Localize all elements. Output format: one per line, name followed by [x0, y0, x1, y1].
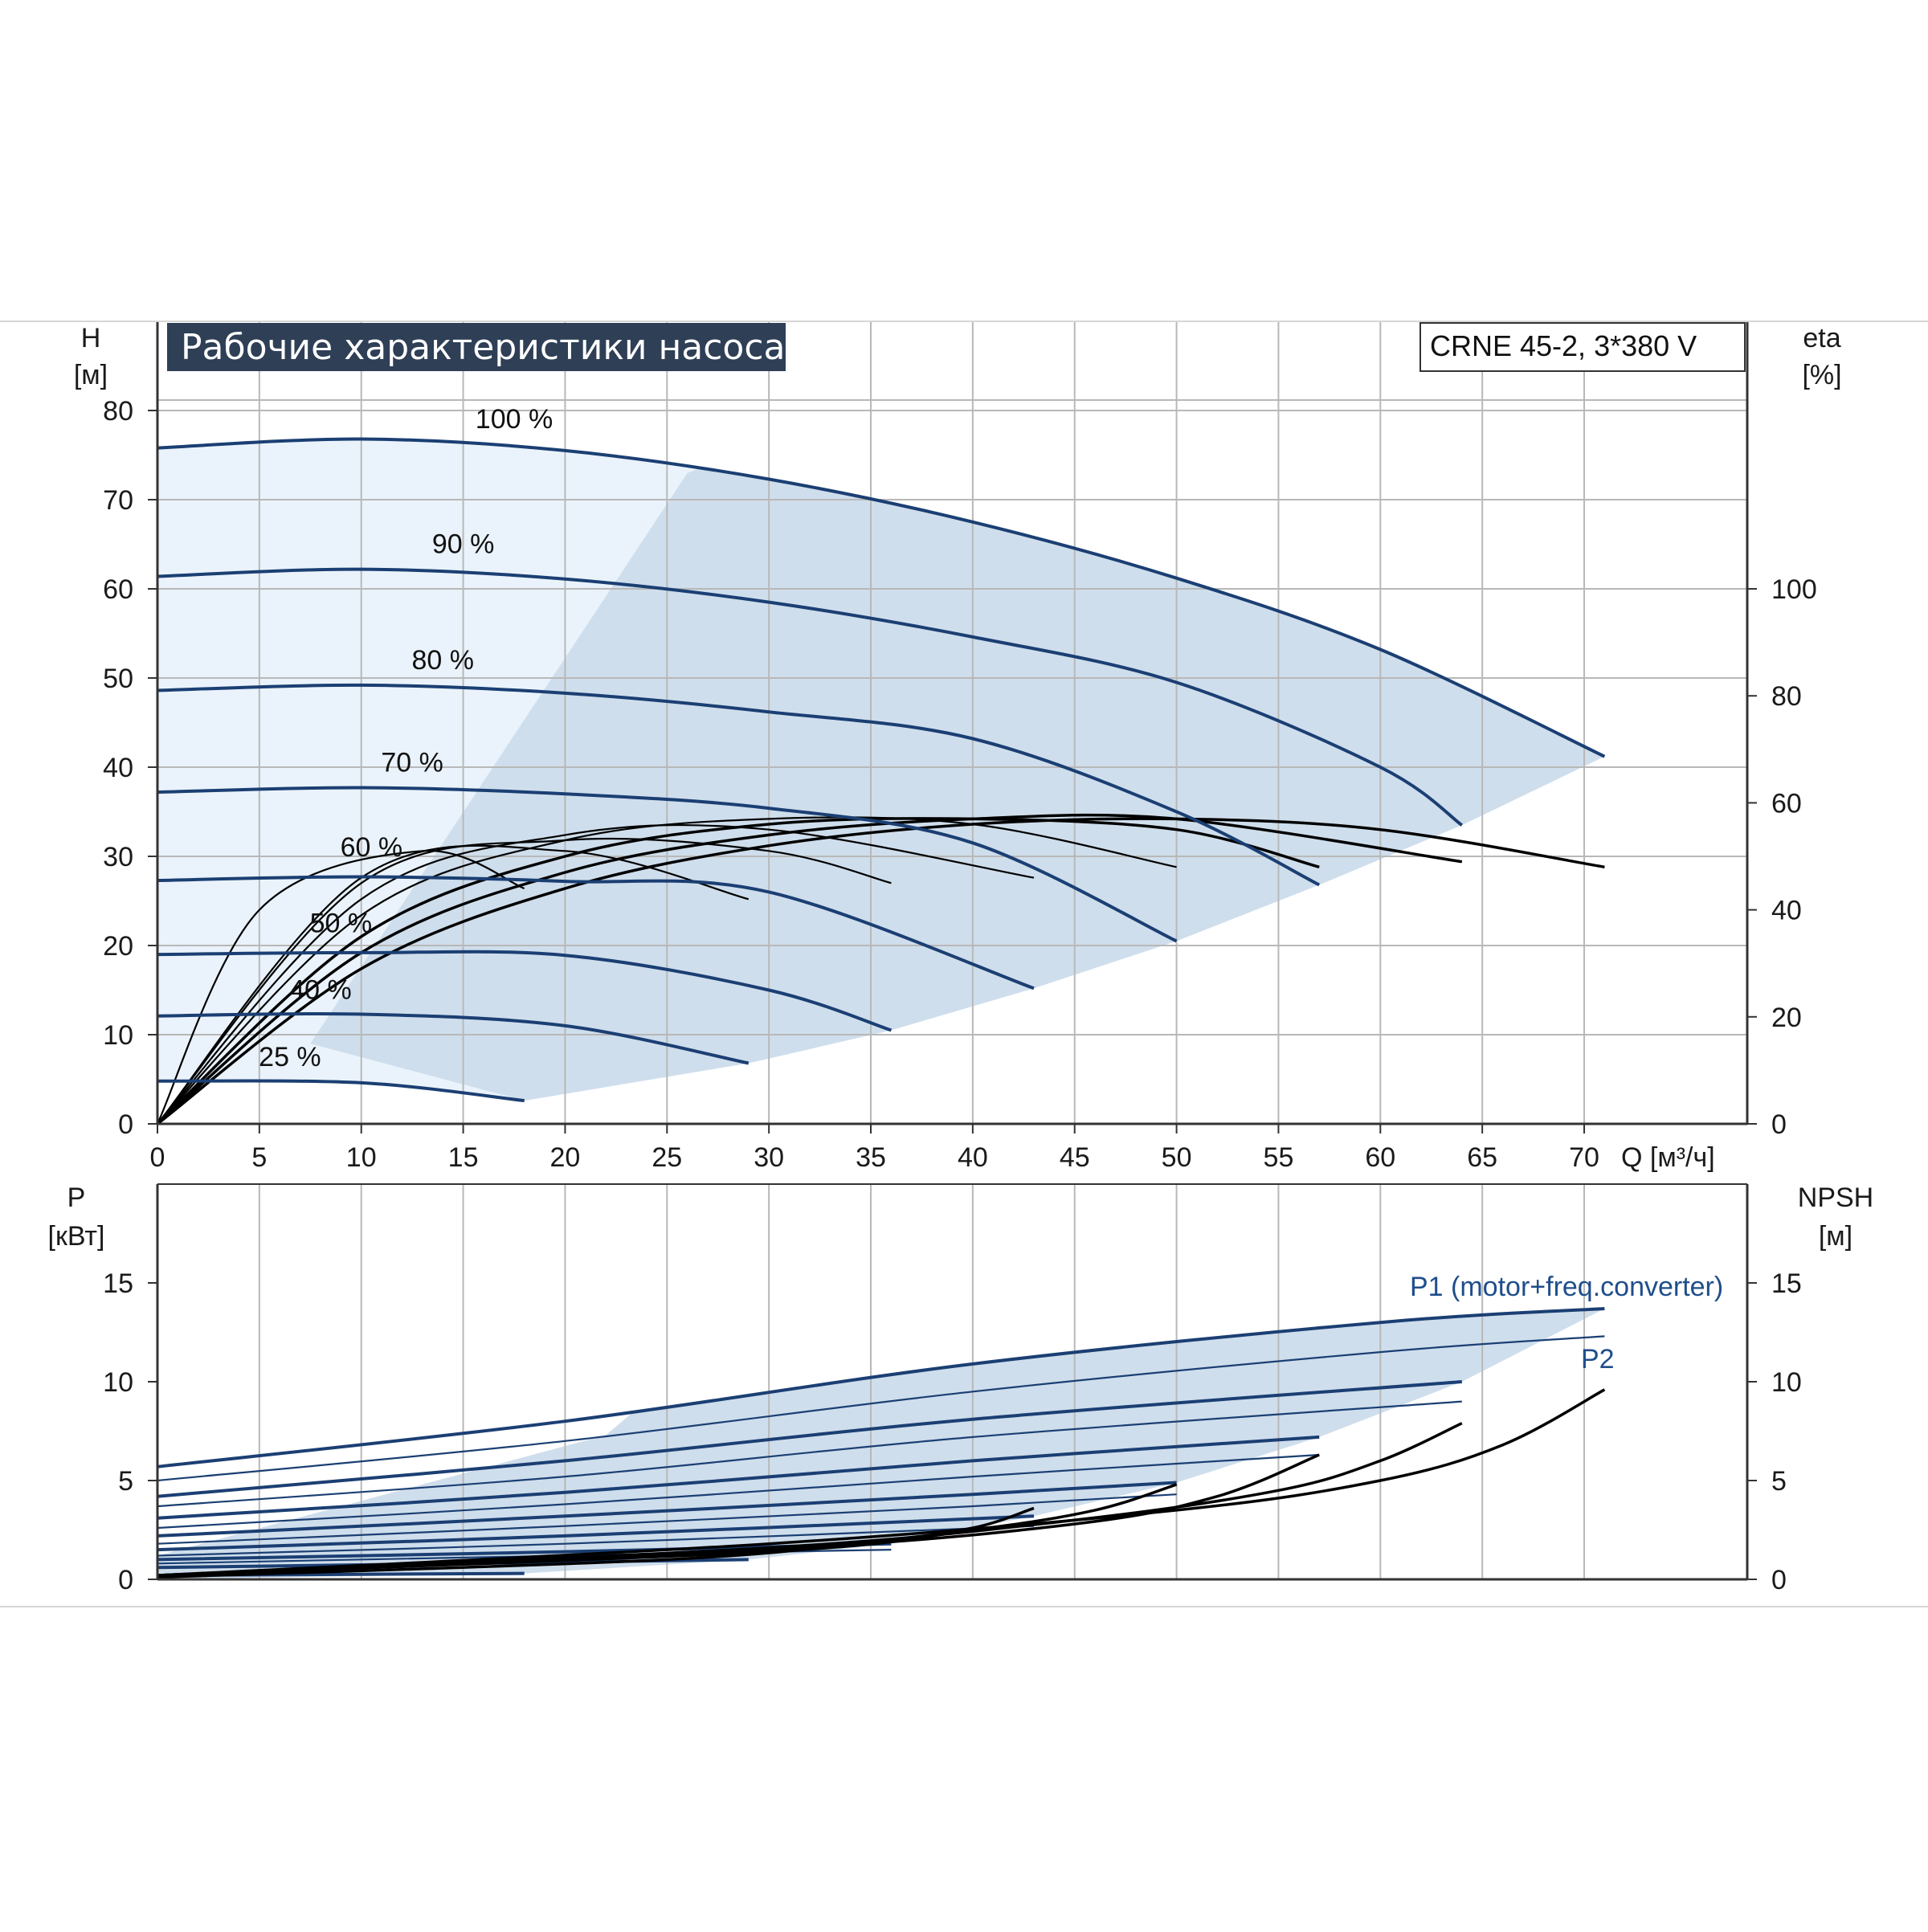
- efficiency-curve-25: [157, 849, 525, 1125]
- head-axis-title: H: [81, 323, 101, 353]
- head-tick-label: 80: [103, 396, 133, 427]
- power-axis-title: P: [67, 1182, 86, 1213]
- head-curve-50: [157, 950, 893, 1032]
- q-tick-label: 70: [1569, 1142, 1599, 1173]
- page-title: Рабочие характеристики насоса: [181, 327, 785, 368]
- npsh-curve-60: [157, 1506, 1035, 1579]
- head-axis-unit: [м]: [74, 360, 108, 390]
- head-tick-label: 20: [103, 931, 133, 962]
- npsh-tick-label: 10: [1771, 1367, 1802, 1398]
- power-range-dark: [157, 1308, 1605, 1579]
- head-curve-90: [157, 567, 1463, 827]
- head-curve-25: [157, 1079, 525, 1103]
- efficiency-curve-50: [157, 837, 892, 1125]
- npsh-curve-70: [157, 1483, 1178, 1577]
- p2-label: P2: [1581, 1344, 1615, 1374]
- head-tick-label: 0: [118, 1109, 133, 1140]
- p1-curve-60: [157, 1514, 1035, 1552]
- q-tick-label: 30: [754, 1142, 784, 1173]
- model-label: CRNE 45-2, 3*380 V: [1430, 329, 1697, 362]
- q-tick-label: 45: [1060, 1142, 1090, 1173]
- speed-label: 40 %: [289, 975, 352, 1006]
- eta-tick-label: 20: [1771, 1003, 1802, 1033]
- q-tick-label: 25: [652, 1142, 682, 1173]
- npsh-tick-label: 0: [1771, 1565, 1787, 1595]
- q-tick-label: 65: [1467, 1142, 1497, 1173]
- head-curve-70: [157, 786, 1178, 943]
- head-tick-label: 50: [103, 664, 133, 694]
- speed-label: 60 %: [341, 832, 403, 863]
- speed-label: 70 %: [381, 748, 443, 778]
- p1-curve-70: [157, 1481, 1177, 1538]
- eta-axis-title: eta: [1803, 323, 1840, 353]
- eta-tick-label: 40: [1771, 896, 1802, 926]
- head-tick-label: 40: [103, 753, 133, 783]
- head-curve-60: [157, 875, 1035, 991]
- p2-curve-90: [157, 1400, 1462, 1508]
- q-tick-label: 20: [550, 1142, 581, 1173]
- npsh-tick-label: 5: [1771, 1466, 1787, 1497]
- head-tick-label: 60: [103, 574, 133, 605]
- p1-label: P1 (motor+freq.converter): [1410, 1272, 1723, 1302]
- eta-tick-label: 80: [1771, 681, 1802, 712]
- p2-curve-70: [157, 1493, 1177, 1545]
- efficiency-curve-60: [157, 823, 1035, 1125]
- efficiency-curve-bold-80: [156, 817, 1320, 1125]
- p2-curve-80: [157, 1453, 1320, 1530]
- q-axis-title: Q [м³/ч]: [1621, 1142, 1715, 1173]
- head-tick-label: 10: [103, 1020, 133, 1051]
- head-curve-40: [157, 1011, 750, 1065]
- head-curve-80: [157, 683, 1321, 887]
- eta-tick-label: 60: [1771, 788, 1802, 819]
- power-tick-label: 5: [118, 1466, 133, 1497]
- power-tick-label: 0: [118, 1565, 133, 1595]
- head-tick-label: 30: [103, 842, 133, 872]
- efficiency-curve-bold-100: [156, 817, 1605, 1125]
- model-box: [1419, 322, 1746, 372]
- q-tick-label: 35: [856, 1142, 886, 1173]
- q-tick-label: 60: [1365, 1142, 1395, 1173]
- q-tick-label: 50: [1162, 1142, 1192, 1173]
- eta-axis-unit: [%]: [1802, 360, 1841, 390]
- speed-label: 100 %: [476, 404, 553, 435]
- power-tick-label: 10: [103, 1367, 133, 1398]
- npsh-axis-title: NPSH: [1798, 1182, 1873, 1213]
- eta-tick-label: 0: [1771, 1109, 1787, 1140]
- power-tick-label: 15: [103, 1268, 133, 1299]
- eta-tick-label: 100: [1771, 574, 1817, 605]
- speed-label: 90 %: [432, 529, 495, 560]
- npsh-axis-unit: [м]: [1819, 1221, 1852, 1252]
- q-tick-label: 10: [346, 1142, 377, 1173]
- npsh-tick-label: 15: [1771, 1268, 1802, 1299]
- title-box: [167, 323, 786, 371]
- p1-curve-90: [157, 1380, 1462, 1498]
- efficiency-curve-70: [157, 816, 1177, 1125]
- q-tick-label: 15: [448, 1142, 479, 1173]
- efficiency-curve-bold-90: [156, 813, 1463, 1125]
- head-curve-100: [157, 437, 1606, 758]
- q-tick-label: 40: [958, 1142, 988, 1173]
- p1-curve-100: [157, 1307, 1605, 1468]
- speed-label: 80 %: [411, 645, 474, 676]
- speed-label: 25 %: [259, 1042, 321, 1072]
- q-tick-label: 0: [150, 1142, 165, 1173]
- operating-range-dark: [310, 468, 1605, 1101]
- p2-curve-60: [157, 1525, 1035, 1557]
- power-axis-unit: [кВт]: [48, 1221, 105, 1252]
- speed-label: 50 %: [310, 908, 373, 938]
- q-tick-label: 55: [1264, 1142, 1294, 1173]
- p1-curve-80: [157, 1435, 1320, 1520]
- efficiency-curve-40: [157, 844, 750, 1125]
- p2-curve-100: [157, 1335, 1605, 1482]
- q-tick-label: 5: [251, 1142, 267, 1173]
- head-tick-label: 70: [103, 485, 133, 516]
